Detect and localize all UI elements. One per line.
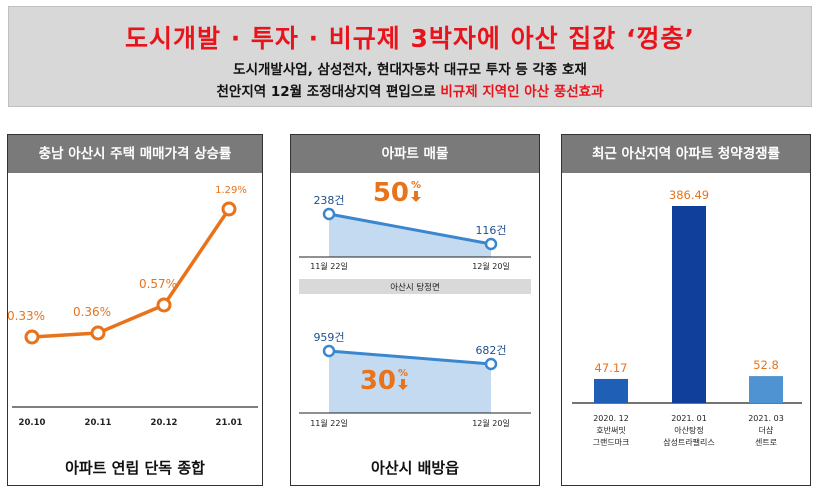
data-label: 959건 <box>313 331 344 344</box>
x-tick-label: 21.01 <box>216 418 243 428</box>
subtitle-2-red: 비규제 지역인 아산 풍선효과 <box>440 84 604 100</box>
down-arrow-icon <box>398 379 408 390</box>
price-growth-title: 충남 아산시 주택 매매가격 상승률 <box>8 135 262 173</box>
subtitle-2-black: 천안지역 12월 조정대상지역 편입으로 <box>216 84 441 100</box>
region-bar <box>299 279 531 294</box>
data-label: 116건 <box>475 224 506 237</box>
data-point <box>322 207 336 221</box>
x-tick-label: 센트로 <box>755 437 777 447</box>
data-label: 52.8 <box>753 358 779 372</box>
change-unit: % <box>411 180 421 191</box>
data-point <box>156 297 172 313</box>
x-tick-label: 20.11 <box>85 418 112 428</box>
data-label: 0.57% <box>139 277 177 291</box>
series-line <box>31 208 231 339</box>
data-point <box>484 237 498 251</box>
price-growth-panel: 충남 아산시 주택 매매가격 상승률 0.33% 20.10 0.36% 20.11 0… <box>7 134 263 486</box>
data-point <box>221 201 237 217</box>
bar <box>594 378 628 403</box>
x-tick-label: 삼성트라팰리스 <box>663 437 715 447</box>
series-area <box>329 351 491 413</box>
price-growth-footnote: 아파트 연립 단독 종합 <box>65 459 205 477</box>
data-label: 47.17 <box>595 361 628 375</box>
x-tick-label: 20.10 <box>19 418 46 428</box>
x-tick-label: 12월 20일 <box>472 418 510 428</box>
headline-subtitle-2: 천안지역 12월 조정대상지역 편입으로 비규제 지역인 아산 풍선효과 <box>9 80 811 100</box>
series-line <box>328 349 492 366</box>
series-line <box>328 212 492 246</box>
change-value: 30 <box>360 366 396 396</box>
data-label: 1.29% <box>215 185 247 196</box>
data-label: 0.36% <box>73 305 111 319</box>
region-label: 아산시 탕정면 <box>390 282 440 293</box>
data-point <box>484 357 498 371</box>
change-value: 50 <box>373 178 409 208</box>
listings-panel: 아파트 매물 238건 116건 11월 22일 12월 20일 50% 959건 682건… <box>290 134 540 486</box>
headline-title: 도시개발 · 투자 · 비규제 3박자에 아산 집값 ‘껑충’ <box>124 24 695 53</box>
bar <box>672 206 706 403</box>
x-tick-label: 11월 22일 <box>310 418 348 428</box>
x-tick-label: 그랜드마크 <box>593 437 630 447</box>
data-point <box>90 325 106 341</box>
x-tick-label: 2020. 12 <box>593 414 629 423</box>
x-tick-label: 2021. 03 <box>748 414 784 423</box>
listings-title: 아파트 매물 <box>291 135 539 173</box>
listings-footnote: 아산시 배방읍 <box>370 459 460 477</box>
x-tick-label: 더샵 <box>759 425 774 435</box>
bar <box>749 376 783 403</box>
x-tick-label: 11월 22일 <box>310 261 348 271</box>
x-tick-label: 2021. 01 <box>671 414 707 423</box>
x-tick-label: 호반써밋 <box>596 425 625 435</box>
x-tick-label: 20.12 <box>151 418 178 428</box>
subscription-title: 최근 아산지역 아파트 청약경쟁률 <box>562 135 810 173</box>
headline-subtitle-1: 도시개발사업, 삼성전자, 현대자동차 대규모 투자 등 각종 호재 <box>233 62 587 78</box>
data-label: 0.33% <box>8 309 45 323</box>
change-unit: % <box>398 368 408 379</box>
down-arrow-icon <box>411 191 421 202</box>
headline-banner: 도시개발 · 투자 · 비규제 3박자에 아산 집값 ‘껑충’ 도시개발사업, … <box>8 6 812 107</box>
x-tick-label: 12월 20일 <box>472 261 510 271</box>
data-label: 682건 <box>475 344 506 357</box>
data-point <box>322 344 336 358</box>
data-point <box>24 329 40 345</box>
listings-chart: 238건 116건 11월 22일 12월 20일 50 % 959건 682건 11월 22일… <box>299 178 531 428</box>
data-label: 238건 <box>313 194 344 207</box>
price-growth-chart: 0.33% 20.10 0.36% 20.11 0.57% 20.12 1.29% 21.01 <box>8 185 258 428</box>
x-tick-label: 아산탕정 <box>674 425 703 435</box>
series-area <box>329 214 491 257</box>
data-label: 386.49 <box>669 188 709 202</box>
